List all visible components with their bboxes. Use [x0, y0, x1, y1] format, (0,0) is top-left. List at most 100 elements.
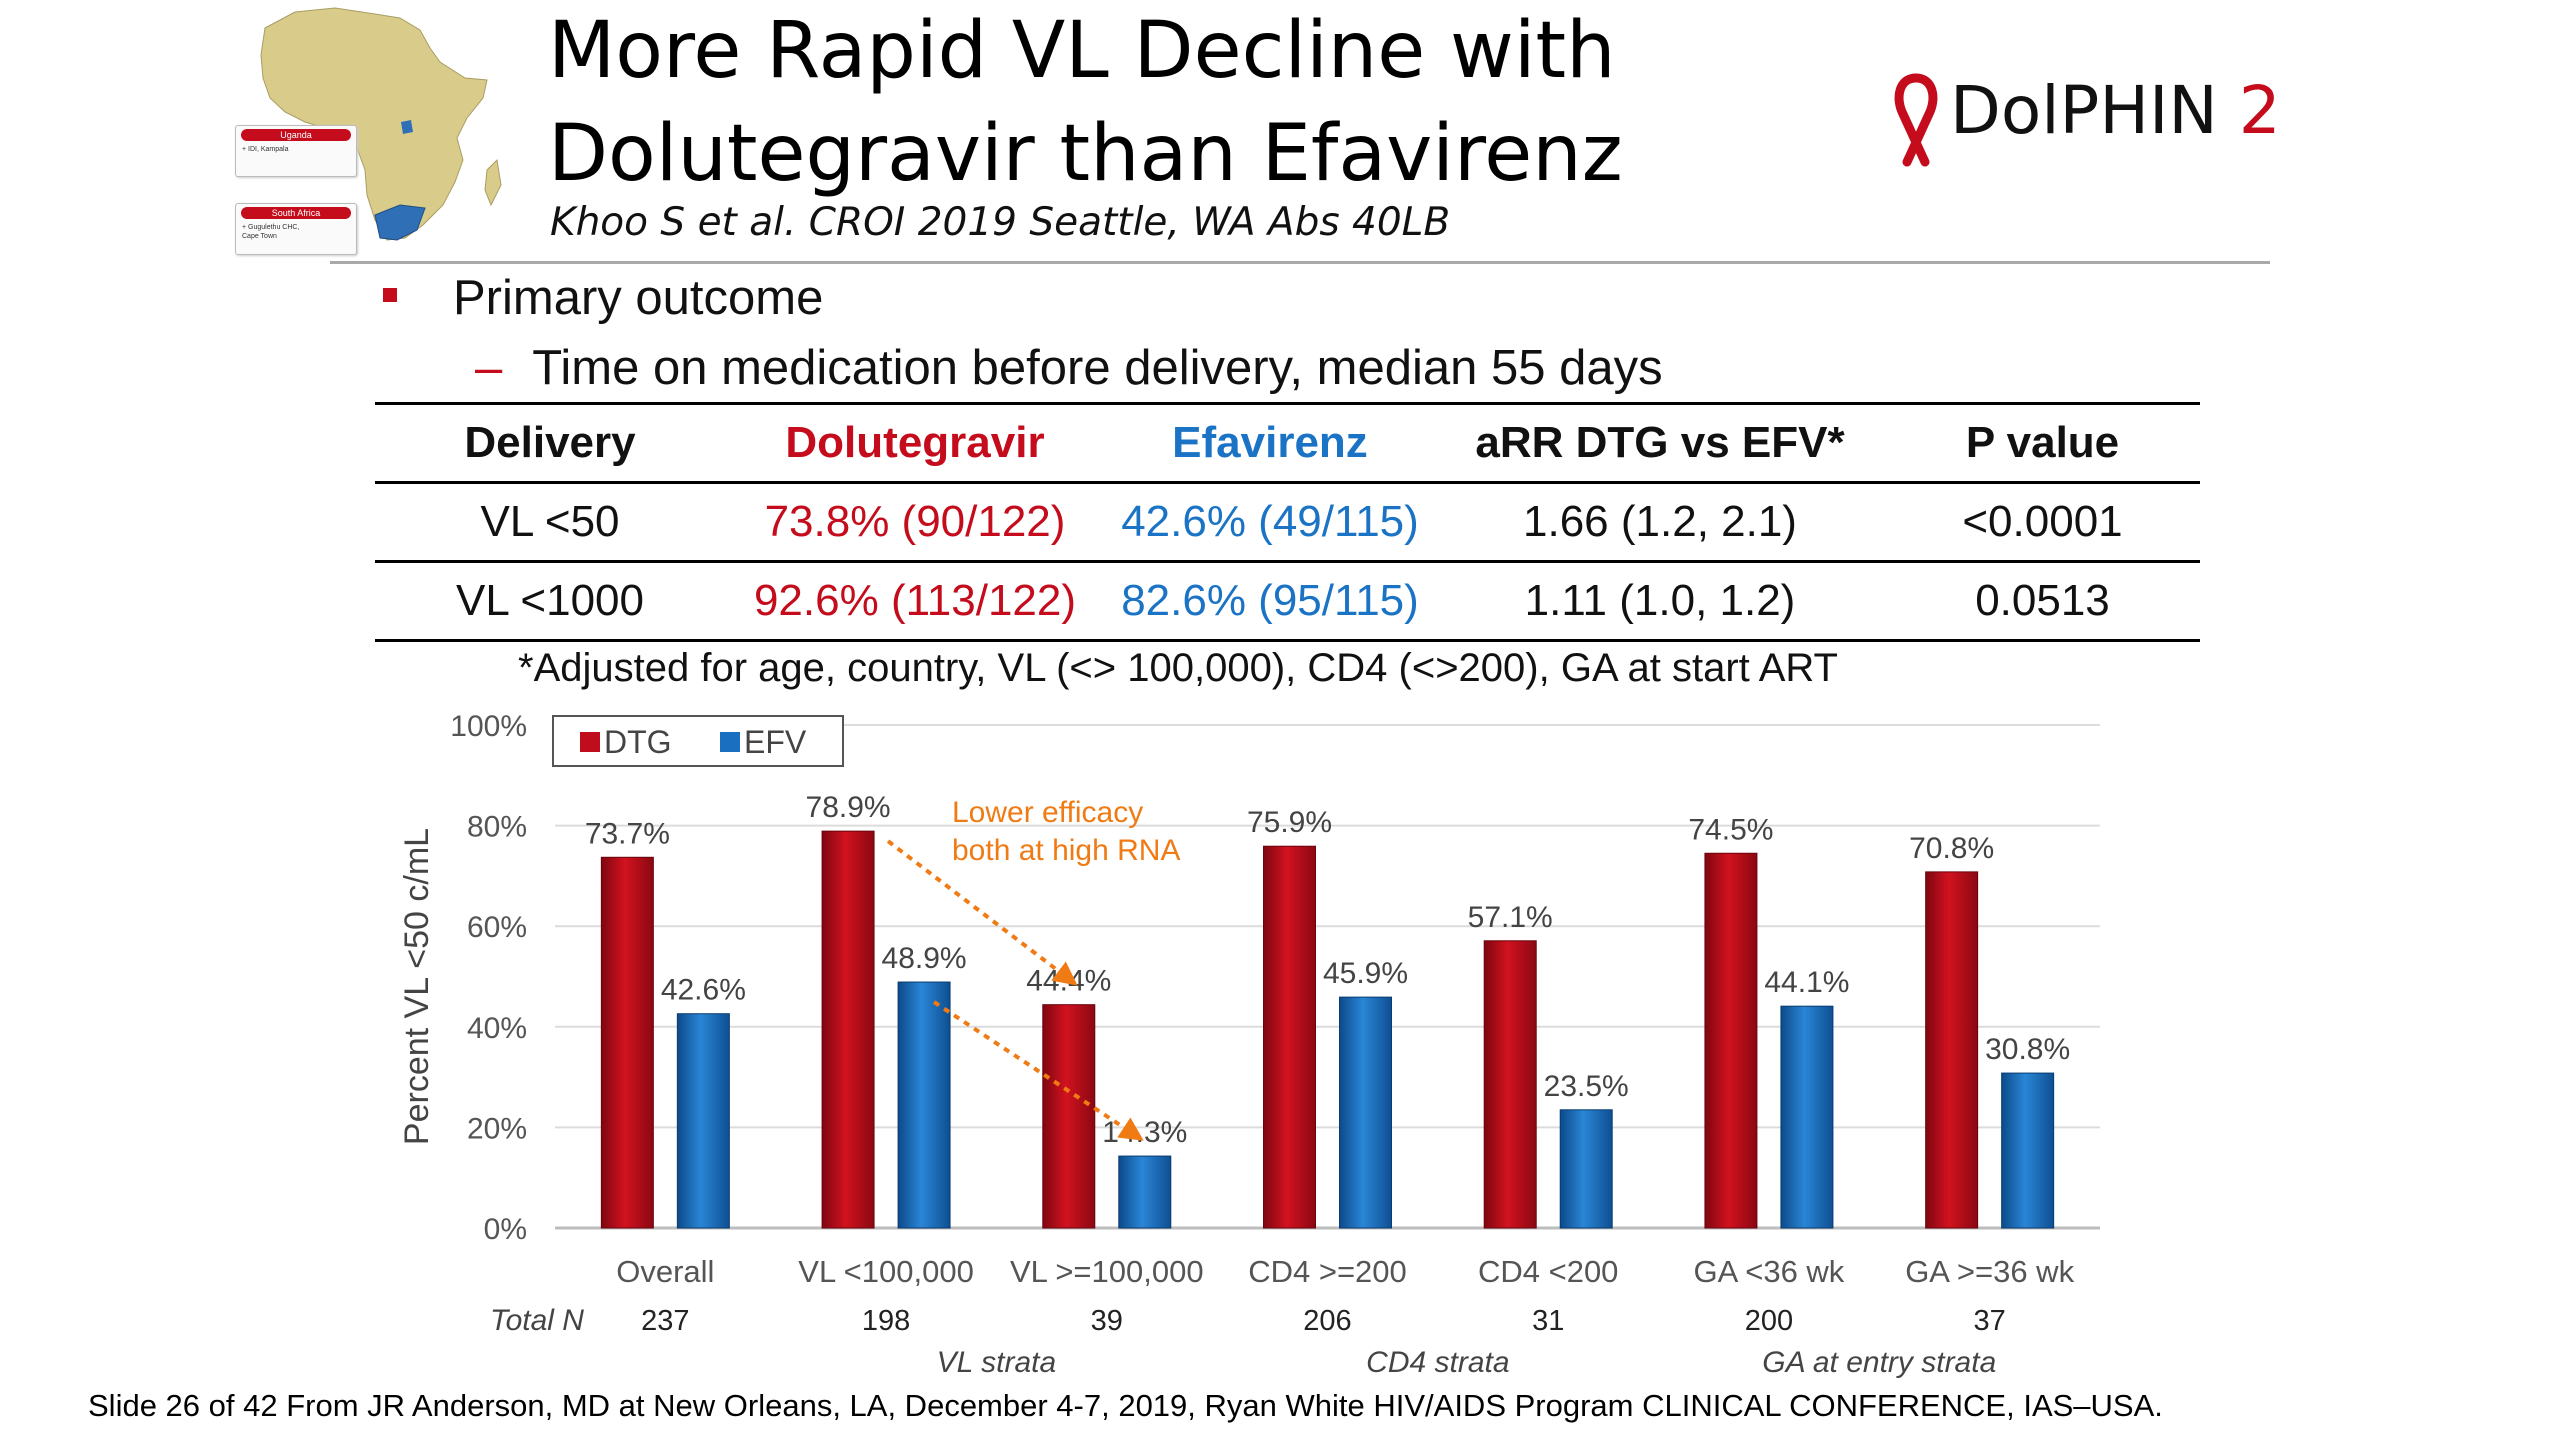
- arrow-efv-decline: [932, 1000, 1144, 1141]
- cell-delivery: VL <50: [375, 482, 725, 563]
- total-n-value: 206: [1303, 1305, 1351, 1337]
- bar-value-label: 57.1%: [1468, 901, 1553, 934]
- vl-bar-chart: 0% 20% 40% 60% 80% 100% Percent VL <50 c/mL 7…: [398, 710, 2100, 1379]
- bar-dtg: [1483, 940, 1537, 1229]
- x-category-label: GA >=36 wk: [1905, 1254, 2074, 1289]
- table-row: VL <50 73.8% (90/122) 42.6% (49/115) 1.6…: [375, 482, 2200, 563]
- y-tick-label: 40%: [467, 1012, 527, 1045]
- y-tick-label: 0%: [484, 1213, 527, 1246]
- legend-swatch-efv: [720, 732, 740, 752]
- cell-efv: 42.6% (49/115): [1105, 482, 1435, 563]
- cell-dtg: 92.6% (113/122): [725, 561, 1105, 642]
- y-tick-label: 60%: [467, 911, 527, 944]
- total-n-label: Total N: [490, 1304, 584, 1337]
- cell-arr: 1.11 (1.0, 1.2): [1435, 561, 1885, 642]
- strata-label: VL strata: [937, 1346, 1057, 1379]
- bar-value-labels: 73.7%42.6%78.9%48.9%44.4%14.3%75.9%45.9%…: [585, 791, 2070, 1149]
- bullet-sub-text: Time on medication before delivery, medi…: [532, 341, 1663, 395]
- bar-efv: [676, 1013, 730, 1229]
- cell-delivery: VL <1000: [375, 561, 725, 642]
- bullet-square-icon: [383, 288, 397, 302]
- bullet-text: Primary outcome: [453, 271, 824, 325]
- total-n-value: 237: [641, 1305, 689, 1337]
- africa-map: [260, 7, 502, 241]
- slide-footer: Slide 26 of 42 From JR Anderson, MD at N…: [88, 1388, 2163, 1423]
- cell-dtg: 73.8% (90/122): [725, 482, 1105, 563]
- bar-efv: [897, 981, 951, 1229]
- bar-value-label: 78.9%: [806, 791, 891, 824]
- total-n-value: 31: [1532, 1305, 1564, 1337]
- header-arr: aRR DTG vs EFV*: [1435, 402, 1885, 484]
- bar-efv: [1780, 1005, 1834, 1229]
- y-tick-label: 80%: [467, 811, 527, 844]
- y-tick-label: 100%: [450, 710, 527, 743]
- logo-text: DolPHIN: [1950, 72, 2218, 149]
- total-n-value: 37: [1974, 1305, 2006, 1337]
- header-dolutegravir: Dolutegravir: [725, 402, 1105, 484]
- bar-efv: [1118, 1155, 1172, 1229]
- bar-value-label: 48.9%: [882, 942, 967, 975]
- south-africa-site-city: Cape Town: [242, 233, 277, 240]
- annotation-arrows: [886, 839, 1144, 1141]
- table-footnote: *Adjusted for age, country, VL (<> 100,0…: [518, 646, 1838, 690]
- y-axis-ticks: 0% 20% 40% 60% 80% 100%: [450, 710, 527, 1246]
- bar-value-label: 75.9%: [1247, 806, 1332, 839]
- strata-label: CD4 strata: [1366, 1346, 1509, 1379]
- uganda-site: + IDI, Kampala: [242, 146, 289, 153]
- title-line-2: Dolutegravir than Efavirenz: [548, 109, 1623, 199]
- header-delivery: Delivery: [375, 402, 725, 484]
- total-n-value: 198: [862, 1305, 910, 1337]
- x-category-label: GA <36 wk: [1694, 1254, 1845, 1289]
- x-category-label: VL >=100,000: [1010, 1254, 1204, 1289]
- annotation-line-2: both at high RNA: [952, 834, 1180, 867]
- chart-legend: DTG EFV: [552, 715, 844, 767]
- bar-dtg: [1704, 852, 1758, 1229]
- chart-bars: [600, 830, 2055, 1229]
- uganda-callout: Uganda + IDI, Kampala: [235, 125, 357, 177]
- total-n-value: 39: [1091, 1305, 1123, 1337]
- strata-label: GA at entry strata: [1762, 1346, 1996, 1379]
- bar-efv: [1559, 1109, 1613, 1229]
- bar-value-label: 70.8%: [1909, 832, 1994, 865]
- uganda-label: Uganda: [241, 129, 351, 141]
- arrow-dtg-decline: [886, 839, 1078, 986]
- strata-labels: VL strata CD4 strata GA at entry strata: [937, 1346, 1997, 1379]
- cell-p-value: 0.0513: [1885, 561, 2200, 642]
- slide-title: More Rapid VL Decline with Dolutegravir …: [548, 0, 1748, 206]
- slide-subtitle: Khoo S et al. CROI 2019 Seattle, WA Abs …: [550, 200, 1451, 245]
- legend-label-dtg: DTG: [604, 724, 672, 760]
- cell-p-value: <0.0001: [1885, 482, 2200, 563]
- bar-dtg: [1042, 1004, 1096, 1229]
- x-axis-labels: Overall VL <100,000 VL >=100,000 CD4 >=200 C…: [616, 1254, 2074, 1289]
- total-n-value: 200: [1745, 1305, 1793, 1337]
- bar-value-label: 30.8%: [1985, 1033, 2070, 1066]
- legend-box: [552, 715, 844, 767]
- bar-value-label: 45.9%: [1323, 957, 1408, 990]
- bar-dtg: [821, 830, 875, 1229]
- y-tick-label: 20%: [467, 1112, 527, 1145]
- table-row: VL <1000 92.6% (113/122) 82.6% (95/115) …: [375, 561, 2200, 642]
- bullet-time-on-medication: – Time on medication before delivery, med…: [475, 340, 1663, 396]
- x-category-label: CD4 >=200: [1248, 1254, 1407, 1289]
- title-line-1: More Rapid VL Decline with: [548, 6, 1616, 96]
- bar-value-label: 42.6%: [661, 974, 746, 1007]
- legend-swatch-dtg: [580, 732, 600, 752]
- header-efavirenz: Efavirenz: [1105, 402, 1435, 484]
- bar-dtg: [1263, 845, 1316, 1229]
- total-n-row: 237 198 39 206 31 200 37 Total N: [490, 1304, 2006, 1337]
- outcome-table: Delivery Dolutegravir Efavirenz aRR DTG …: [375, 402, 2200, 642]
- legend-label-efv: EFV: [744, 724, 807, 760]
- bar-dtg: [1925, 871, 1979, 1229]
- table-header-row: Delivery Dolutegravir Efavirenz aRR DTG …: [375, 402, 2200, 484]
- bar-efv: [2001, 1072, 2055, 1229]
- logo-number: 2: [2238, 72, 2281, 149]
- south-africa-label: South Africa: [241, 207, 351, 219]
- x-category-label: Overall: [616, 1254, 714, 1289]
- dolphin-logo: DolPHIN 2: [1885, 70, 2281, 180]
- bar-value-label: 73.7%: [585, 817, 670, 850]
- bar-dtg: [600, 856, 654, 1229]
- header-p-value: P value: [1885, 402, 2200, 484]
- annotation-line-1: Lower efficacy: [952, 796, 1143, 829]
- bar-efv: [1339, 996, 1392, 1229]
- south-africa-site: + Gugulethu CHC,: [242, 224, 300, 231]
